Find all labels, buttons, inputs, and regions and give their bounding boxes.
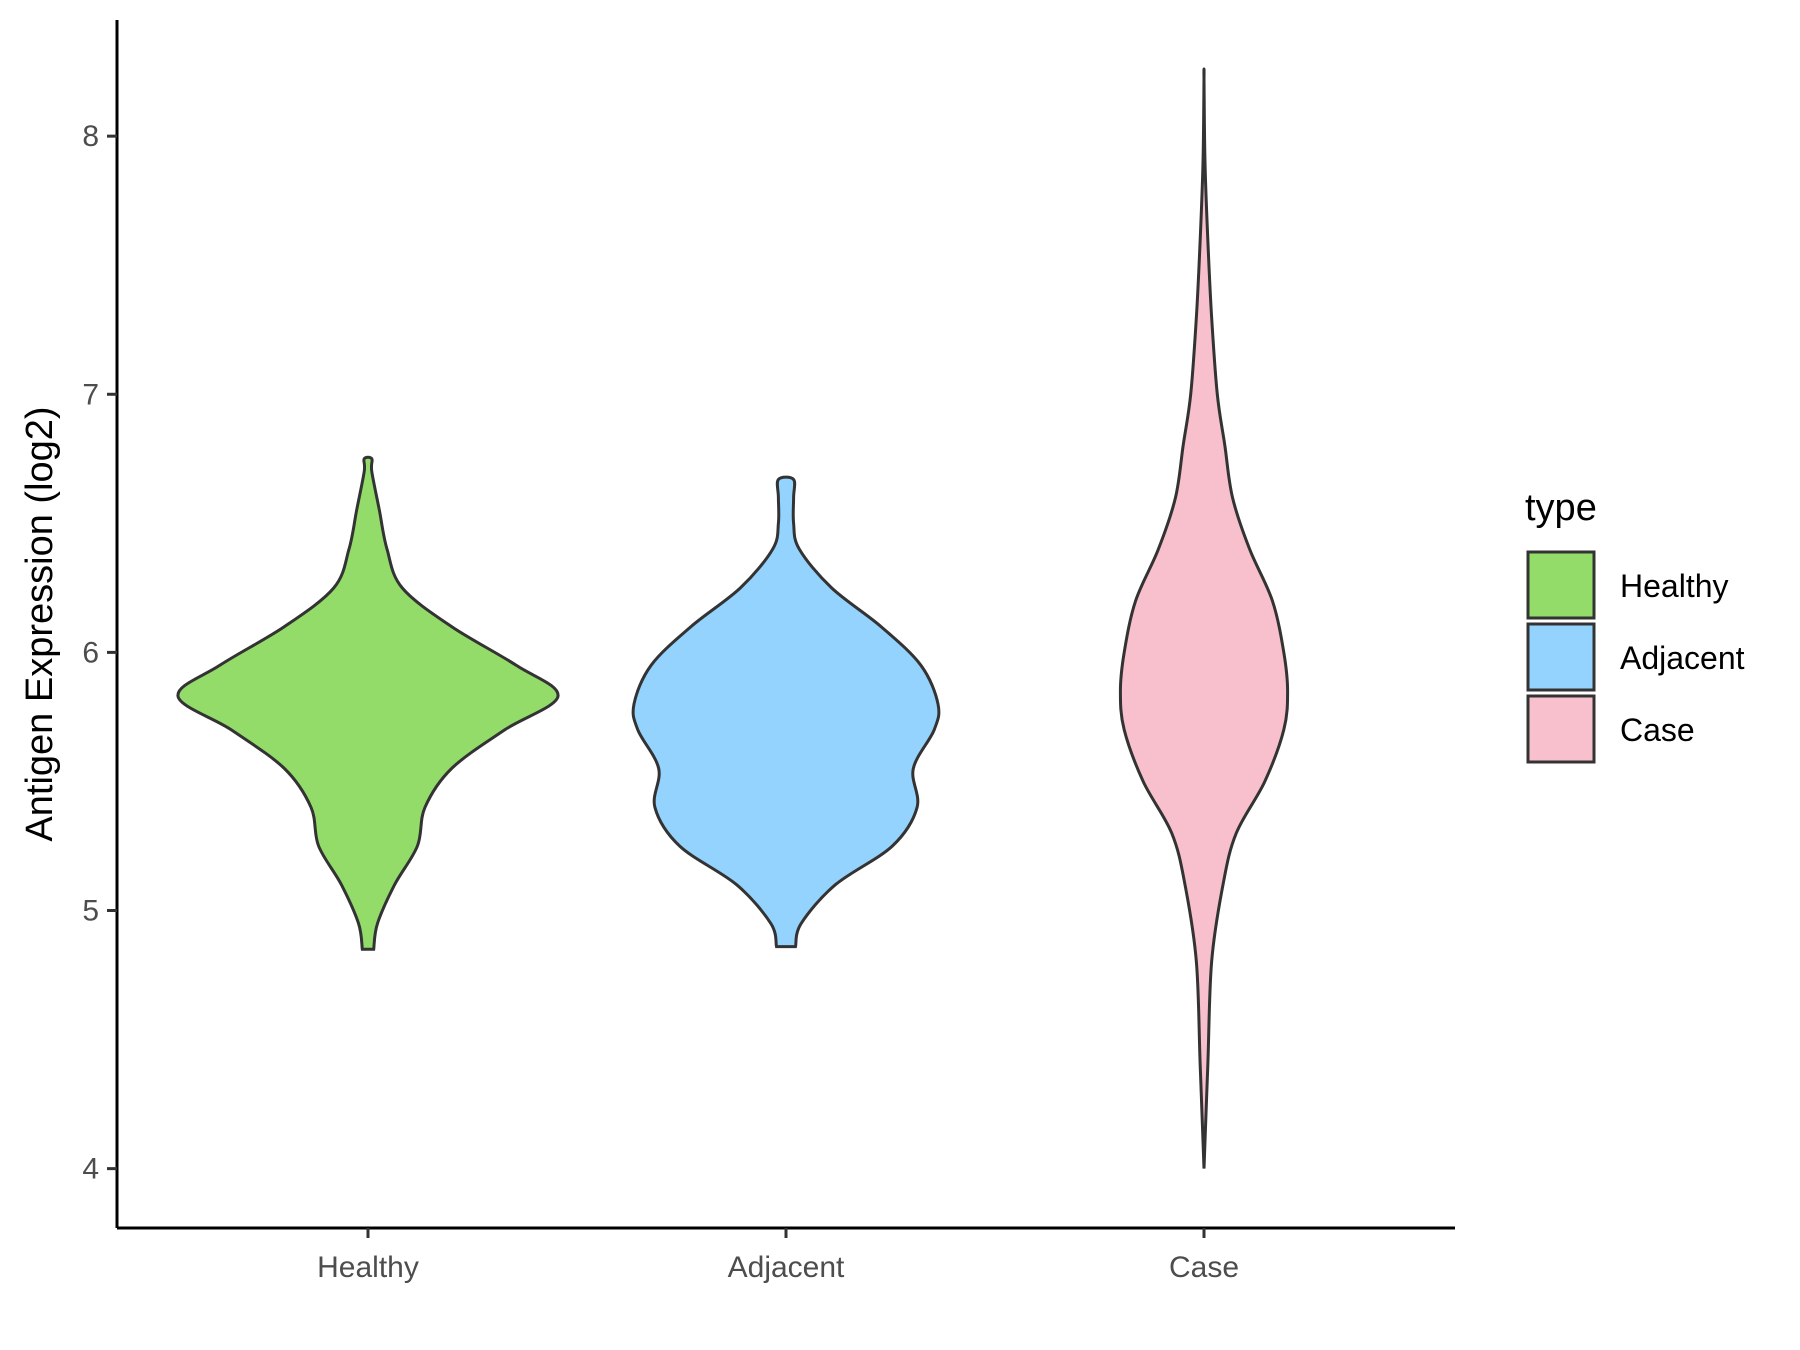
violin-layer xyxy=(176,67,1290,1169)
y-axis-title: Antigen Expression (log2) xyxy=(19,406,61,841)
legend-key-healthy xyxy=(1526,550,1596,620)
x-axis-ticks: Healthy Adjacent Case xyxy=(317,1228,1239,1284)
legend-key-adjacent xyxy=(1526,622,1596,692)
violin-adjacent xyxy=(631,475,941,949)
x-tick-label: Adjacent xyxy=(728,1251,845,1284)
legend: type Healthy Adjacent Case xyxy=(1525,487,1745,764)
y-tick-label: 6 xyxy=(82,636,99,669)
legend-label: Healthy xyxy=(1620,568,1729,604)
legend-label: Adjacent xyxy=(1620,640,1745,676)
y-tick-label: 8 xyxy=(82,120,99,153)
y-tick-label: 4 xyxy=(82,1153,99,1186)
y-tick-label: 5 xyxy=(82,895,99,928)
legend-entries: Healthy Adjacent Case xyxy=(1526,550,1745,764)
y-tick-label: 7 xyxy=(82,378,99,411)
legend-label: Case xyxy=(1620,712,1695,748)
axes-layer: 4 5 6 7 8 Healthy Adjacent Case Antigen Expres… xyxy=(19,20,1455,1284)
legend-key-case xyxy=(1526,694,1596,764)
x-tick-label: Case xyxy=(1169,1251,1239,1284)
y-axis-ticks: 4 5 6 7 8 xyxy=(82,120,117,1186)
legend-title: type xyxy=(1525,487,1597,529)
violin-case xyxy=(1118,67,1290,1169)
x-tick-label: Healthy xyxy=(317,1251,419,1284)
violin-healthy xyxy=(176,455,560,951)
